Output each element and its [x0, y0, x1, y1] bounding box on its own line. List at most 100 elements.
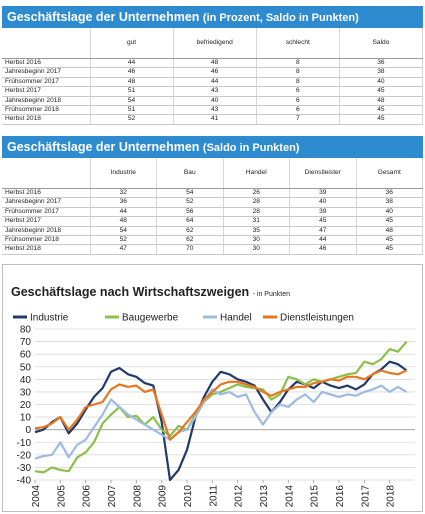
table2-subtitle: (Saldo in Punkten)	[202, 142, 300, 154]
table1: gut befriedigend schlecht Saldo Herbst 2…	[2, 28, 424, 125]
x-tick-label: 2011	[208, 485, 219, 507]
table2-cell: 32	[90, 188, 157, 199]
table2-cell: 48	[90, 216, 157, 227]
table2-row: Herbst 2016 32 54 26 39 36	[2, 188, 423, 199]
table1-cell: 40	[173, 96, 257, 107]
x-tick-label: 2007	[107, 485, 118, 508]
table2-cell: 44	[90, 207, 157, 218]
table1-cell: 48	[90, 77, 174, 88]
table1-cell: 38	[339, 67, 424, 78]
y-tick-label: 40	[20, 375, 32, 386]
table2-cell: 54	[156, 188, 224, 199]
table1-row: Frühsommer 2017 48 44 8 40	[2, 77, 424, 88]
legend-label: Baugewerbe	[122, 313, 179, 324]
table1-row-label: Jahresbeginn 2017	[2, 67, 91, 78]
table1-cell: 51	[90, 86, 174, 97]
table2-cell: 48	[356, 226, 423, 237]
table2-col-header	[2, 158, 91, 189]
table1-cell: 54	[90, 96, 174, 107]
table2-cell: 26	[223, 188, 290, 199]
table2-cell: 52	[156, 197, 224, 208]
table2-row-label: Frühsommer 2018	[2, 235, 91, 246]
y-tick-label: 60	[20, 350, 32, 361]
table1-cell: 45	[339, 105, 424, 116]
chart-title: Geschäftslage nach Wirtschaftszweigen	[11, 285, 250, 299]
table1-cell: 6	[256, 105, 340, 116]
table2-cell: 40	[356, 207, 423, 218]
table2-panel: Geschäftslage der Unternehmen (Saldo in …	[2, 136, 423, 255]
x-tick-label: 2015	[310, 485, 321, 508]
x-tick-label: 2018	[386, 485, 397, 508]
table2-cell: 36	[90, 197, 157, 208]
series-line-dienstleistungen	[34, 369, 408, 441]
table1-cell: 8	[256, 77, 340, 88]
x-tick-label: 2016	[335, 485, 346, 508]
table2-cell: 35	[223, 226, 290, 237]
table1-col-header: gut	[90, 28, 174, 59]
y-tick-label: 10	[20, 413, 32, 424]
table1-cell: 41	[173, 114, 257, 125]
x-tick-label: 2013	[259, 485, 270, 508]
table2-cell: 45	[356, 216, 423, 227]
series-line-baugewerbe	[34, 340, 408, 474]
legend-label: Industrie	[30, 313, 69, 324]
table1-row-label: Herbst 2017	[2, 86, 91, 97]
table1-cell: 46	[173, 67, 257, 78]
table2-cell: 39	[289, 188, 357, 199]
table2-row-label: Jahresbeginn 2017	[2, 197, 91, 208]
table2-cell: 30	[223, 235, 290, 246]
chart-title-block: Geschäftslage nach Wirtschaftszweigen - …	[11, 285, 290, 299]
table1-title: Geschäftslage der Unternehmen	[7, 10, 200, 24]
table2-cell: 30	[223, 244, 290, 255]
table2-cell: 28	[223, 197, 290, 208]
table1-cell: 6	[256, 86, 340, 97]
table1-cell: 43	[173, 86, 257, 97]
table2-cell: 64	[156, 216, 224, 227]
table1-col-header: Saldo	[339, 28, 424, 59]
table2-row: Frühsommer 2018 52 62 30 44 45	[2, 235, 423, 246]
table2-row-label: Frühsommer 2017	[2, 207, 91, 218]
y-tick-label: 80	[20, 325, 32, 336]
table2-cell: 31	[223, 216, 290, 227]
table2-cell: 54	[90, 226, 157, 237]
table2-row: Jahresbeginn 2017 36 52 28 40 38	[2, 197, 423, 208]
table1-cell: 46	[90, 67, 174, 78]
table1-cell: 40	[339, 77, 424, 88]
x-tick-label: 2014	[284, 485, 295, 508]
y-tick-label: 50	[20, 362, 32, 373]
table2-col-header: Gesamt	[356, 158, 423, 189]
x-tick-label: 2012	[234, 485, 245, 508]
table2-cell: 40	[289, 197, 357, 208]
table2-title: Geschäftslage der Unternehmen	[7, 140, 200, 154]
table1-cell: 8	[256, 67, 340, 78]
table1-row: Herbst 2017 51 43 6 45	[2, 86, 424, 97]
x-tick-label: 2004	[31, 485, 42, 508]
table1-cell: 44	[90, 58, 174, 69]
table2-cell: 47	[90, 244, 157, 255]
table1-cell: 48	[173, 58, 257, 69]
table2-header-row: Industrie Bau Handel Dienstleister Gesam…	[2, 158, 423, 189]
table1-cell: 45	[339, 114, 424, 125]
table2-cell: 36	[356, 188, 423, 199]
table1-cell: 36	[339, 58, 424, 69]
y-tick-label: -20	[17, 450, 32, 461]
table2-header: Geschäftslage der Unternehmen (Saldo in …	[2, 136, 423, 158]
table1-col-header: schlecht	[256, 28, 340, 59]
y-tick-label: -40	[17, 476, 32, 487]
table2-cell: 39	[289, 207, 357, 218]
table2: Industrie Bau Handel Dienstleister Gesam…	[2, 158, 423, 255]
x-tick-label: 2017	[360, 485, 371, 508]
table1-row: Jahresbeginn 2017 46 46 8 38	[2, 67, 424, 78]
table2-row-label: Herbst 2017	[2, 216, 91, 227]
y-tick-label: -30	[17, 463, 32, 474]
table2-row: Herbst 2018 47 70 30 46 45	[2, 244, 423, 255]
table2-cell: 44	[289, 235, 357, 246]
table1-col-header: befriedigend	[173, 28, 257, 59]
table1-row: Herbst 2018 52 41 7 45	[2, 114, 424, 125]
table1-row-label: Jahresbeginn 2018	[2, 96, 91, 107]
table1-row-label: Herbst 2016	[2, 58, 91, 69]
x-tick-label: 2010	[183, 485, 194, 508]
table1-cell: 51	[90, 105, 174, 116]
table2-cell: 45	[356, 244, 423, 255]
y-tick-label: -10	[17, 438, 32, 449]
